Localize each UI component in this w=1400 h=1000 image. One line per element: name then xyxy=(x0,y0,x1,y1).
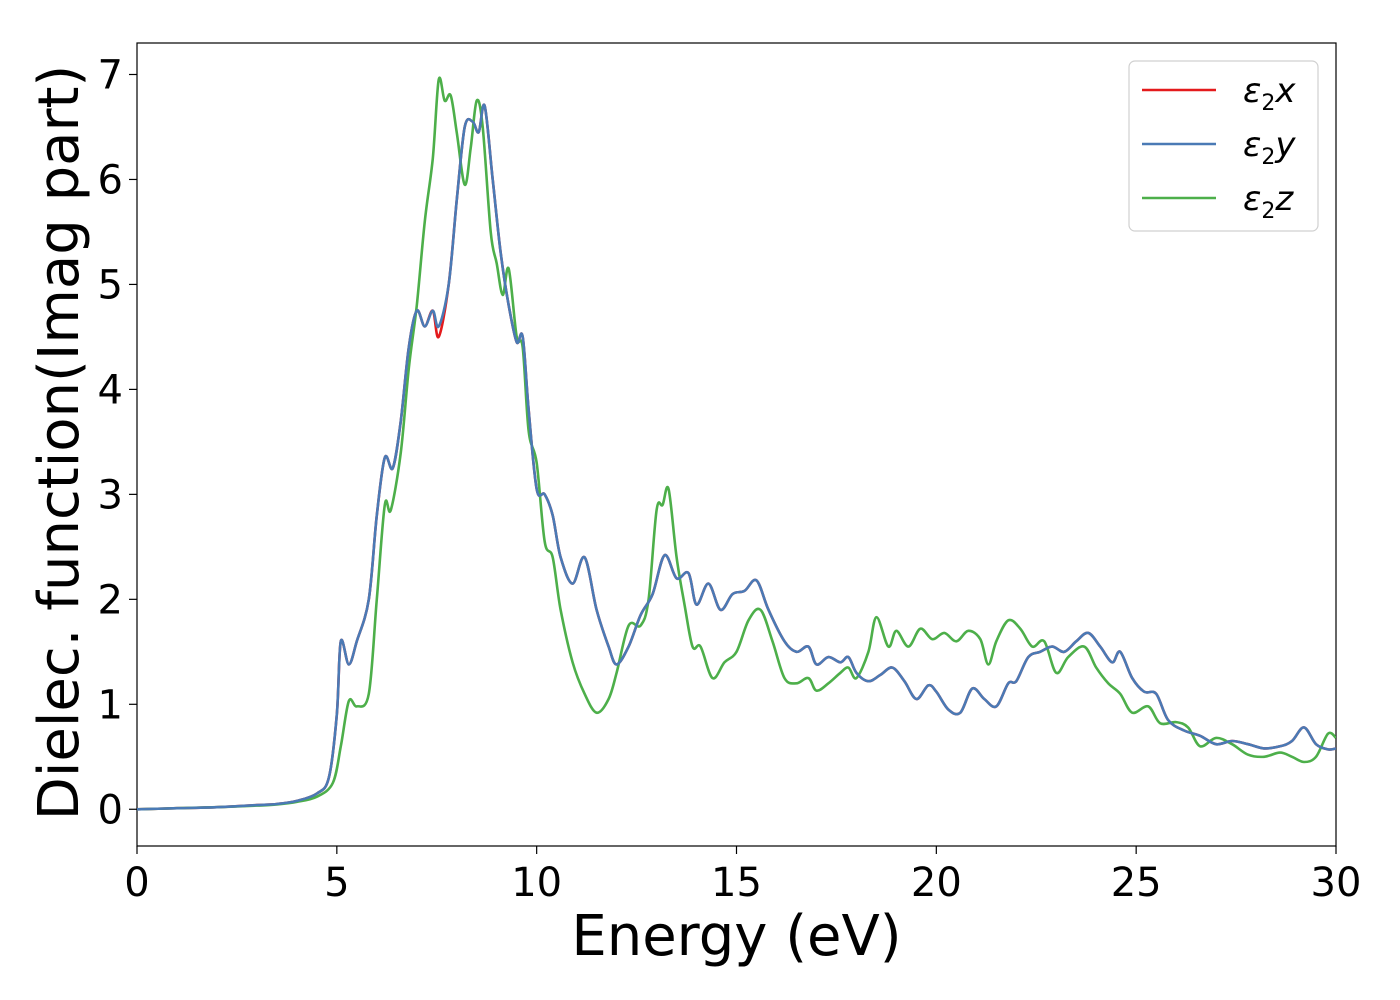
y-tick-label: 4 xyxy=(98,367,123,413)
y-tick-label: 0 xyxy=(98,787,123,833)
series-line-z xyxy=(137,76,1336,811)
y-tick-label: 7 xyxy=(98,52,123,98)
legend-label-z: ε2z xyxy=(1243,179,1294,224)
x-tick-label: 20 xyxy=(911,860,962,906)
x-tick-label: 30 xyxy=(1311,860,1362,906)
legend-label-y: ε2y xyxy=(1243,125,1296,170)
x-tick-label: 25 xyxy=(1111,860,1162,906)
x-axis-ticks: 0 5 10 15 20 25 30 xyxy=(124,846,1361,906)
y-tick-label: 1 xyxy=(98,682,123,728)
x-tick-label: 15 xyxy=(711,860,762,906)
legend-label-x: ε2x xyxy=(1243,71,1296,116)
y-tick-label: 5 xyxy=(98,262,123,308)
x-tick-label: 5 xyxy=(324,860,349,906)
x-axis-title: Energy (eV) xyxy=(571,904,901,969)
x-tick-label: 0 xyxy=(124,860,149,906)
y-tick-label: 2 xyxy=(98,577,123,623)
legend-box xyxy=(1128,60,1319,232)
series-line-y xyxy=(137,103,1336,811)
y-tick-label: 6 xyxy=(98,157,123,203)
x-tick-label: 10 xyxy=(511,860,562,906)
y-axis-ticks: 0 1 2 3 4 5 6 7 xyxy=(98,52,137,833)
legend: ε2x ε2y ε2z xyxy=(1128,60,1319,232)
y-tick-label: 3 xyxy=(98,472,123,518)
y-axis-title: Dielec. function(Imag part) xyxy=(27,65,92,821)
series-layer xyxy=(137,76,1336,811)
